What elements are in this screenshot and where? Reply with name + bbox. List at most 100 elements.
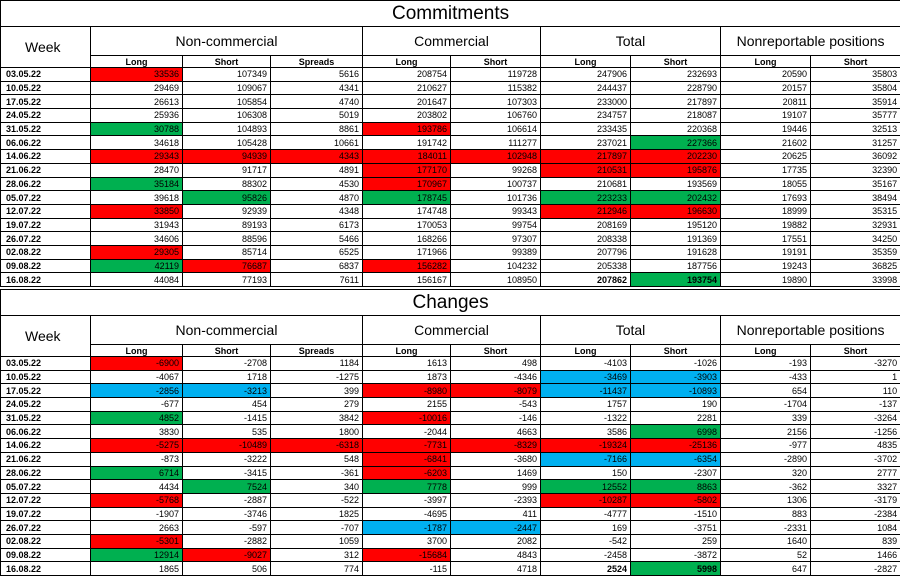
value-cell: -1787 [362, 520, 451, 535]
value-cell: 2281 [630, 410, 721, 426]
sub-header: Spreads [270, 344, 363, 357]
value-cell: 7611 [270, 272, 363, 287]
week-cell: 21.06.22 [0, 451, 91, 467]
sub-header: Long [90, 344, 183, 357]
value-cell: -3746 [182, 506, 271, 522]
value-cell: -3270 [809, 356, 900, 371]
value-cell: -2887 [182, 492, 271, 508]
data-row: 21.06.22 -873 -3222 548 -6841 -3680 -7166 -6354… [0, 451, 900, 467]
value-cell: 205338 [540, 258, 631, 274]
value-cell: -3415 [182, 465, 271, 481]
value-cell: 6998 [630, 424, 721, 440]
week-cell: 19.07.22 [0, 506, 91, 522]
value-cell: -1026 [630, 356, 721, 371]
value-cell: 32513 [809, 121, 900, 137]
value-cell: 4843 [450, 547, 541, 563]
value-cell: -1704 [720, 397, 811, 412]
value-cell: 839 [809, 533, 900, 549]
value-cell: 26613 [90, 94, 183, 110]
value-cell: 3327 [809, 479, 900, 494]
week-cell: 02.08.22 [0, 533, 91, 549]
data-row: 31.05.22 30788 104893 8861 193786 106614 23343… [0, 121, 900, 137]
value-cell: 279 [270, 397, 363, 412]
data-row: 24.05.22 25936 106308 5019 203802 106760 23475… [0, 108, 900, 123]
value-cell: -1322 [540, 410, 631, 426]
value-cell: 89193 [182, 217, 271, 233]
data-row: 03.05.22 -6900 -2708 1184 1613 498 -4103 -1026-… [0, 356, 900, 371]
value-cell: 6714 [90, 465, 183, 481]
value-cell: 4870 [270, 190, 363, 205]
week-header: Week [0, 26, 91, 68]
value-cell: 88596 [182, 231, 271, 246]
value-cell: 232693 [630, 67, 721, 82]
data-row: 10.05.22 29469 109067 4341 210627 115382 24443… [0, 80, 900, 96]
group-header: Total [540, 26, 721, 56]
value-cell: -3469 [540, 369, 631, 385]
value-cell: 77193 [182, 272, 271, 287]
value-cell: 195120 [630, 217, 721, 233]
week-cell: 02.08.22 [0, 244, 91, 260]
sub-header: Short [450, 55, 541, 68]
value-cell: 35167 [809, 176, 900, 192]
week-cell: 10.05.22 [0, 80, 91, 96]
value-cell: 3586 [540, 424, 631, 440]
sub-header: Short [182, 55, 271, 68]
value-cell: -3997 [362, 492, 451, 508]
value-cell: 35359 [809, 244, 900, 260]
group-header: Non-commercial [90, 26, 363, 56]
week-cell: 09.08.22 [0, 547, 91, 563]
value-cell: 99343 [450, 203, 541, 219]
value-cell: -8980 [362, 383, 451, 399]
value-cell: 3700 [362, 533, 451, 549]
value-cell: -25136 [630, 438, 721, 453]
value-cell: 999 [450, 479, 541, 494]
value-cell: 19107 [720, 108, 811, 123]
value-cell: -115 [362, 561, 451, 576]
value-cell: 5466 [270, 231, 363, 246]
value-cell: -3872 [630, 547, 721, 563]
value-cell: -5275 [90, 438, 183, 453]
value-cell: 35184 [90, 176, 183, 192]
value-cell: -362 [720, 479, 811, 494]
value-cell: -15684 [362, 547, 451, 563]
value-cell: 102948 [450, 149, 541, 164]
data-row: 06.06.22 3830 535 1800 -2044 4663 3586 6998 2156… [0, 424, 900, 440]
week-cell: 28.06.22 [0, 465, 91, 481]
value-cell: 207862 [540, 272, 631, 287]
sub-header: Short [182, 344, 271, 357]
value-cell: -7731 [362, 438, 451, 453]
value-cell: -9027 [182, 547, 271, 563]
value-cell: 168266 [362, 231, 451, 246]
week-cell: 24.05.22 [0, 397, 91, 412]
value-cell: 210531 [540, 162, 631, 178]
value-cell: 654 [720, 383, 811, 399]
week-cell: 06.06.22 [0, 135, 91, 151]
value-cell: 191369 [630, 231, 721, 246]
sub-header: Long [540, 344, 631, 357]
value-cell: 1613 [362, 356, 451, 371]
value-cell: 218087 [630, 108, 721, 123]
value-cell: 35804 [809, 80, 900, 96]
week-cell: 26.07.22 [0, 231, 91, 246]
data-row: 03.05.22 33536 107349 5616 208754 119728 24790… [0, 67, 900, 82]
value-cell: 35803 [809, 67, 900, 82]
value-cell: 109067 [182, 80, 271, 96]
value-cell: -2044 [362, 424, 451, 440]
data-row: 28.06.22 6714 -3415 -361 -6203 1469 150 -2307 32… [0, 465, 900, 481]
value-cell: 31257 [809, 135, 900, 151]
value-cell: -193 [720, 356, 811, 371]
week-cell: 16.08.22 [0, 561, 91, 576]
value-cell: 85714 [182, 244, 271, 260]
value-cell: 76687 [182, 258, 271, 274]
value-cell: 320 [720, 465, 811, 481]
value-cell: 32390 [809, 162, 900, 178]
data-row: 19.07.22 31943 89193 6173 170053 99754 208169 1… [0, 217, 900, 233]
data-row: 12.07.22 33850 92939 4348 174748 99343 212946 1… [0, 203, 900, 219]
value-cell: 399 [270, 383, 363, 399]
value-cell: -2384 [809, 506, 900, 522]
value-cell: 17551 [720, 231, 811, 246]
value-cell: 312 [270, 547, 363, 563]
data-row: 05.07.22 39618 95826 4870 178745 101736 223233… [0, 190, 900, 205]
value-cell: -6354 [630, 451, 721, 467]
week-cell: 26.07.22 [0, 520, 91, 535]
